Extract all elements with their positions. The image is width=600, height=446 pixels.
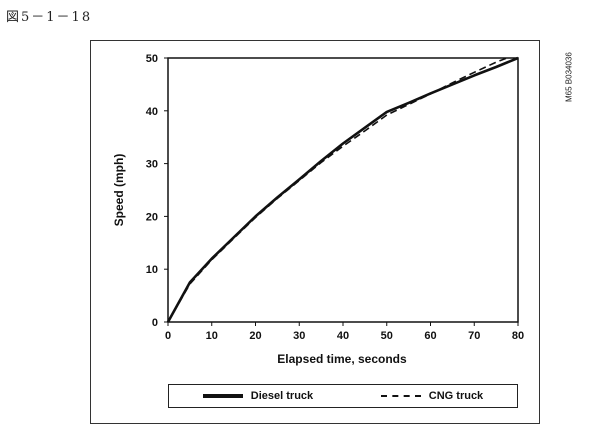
plot-area-border <box>167 57 519 323</box>
legend-swatch-dashed <box>380 395 421 397</box>
x-tick-label: 20 <box>249 330 261 342</box>
x-tick-label: 10 <box>206 330 218 342</box>
x-tick-label: 50 <box>381 330 393 342</box>
x-axis-label: Elapsed time, seconds <box>277 352 407 366</box>
legend-item-diesel: Diesel truck <box>202 390 314 402</box>
x-tick-label: 70 <box>468 330 480 342</box>
x-tick-label: 60 <box>424 330 436 342</box>
x-tick-label: 80 <box>512 330 524 342</box>
legend: Diesel truck CNG truck <box>168 384 518 408</box>
x-tick-label: 40 <box>337 330 349 342</box>
series-line-cng <box>167 57 508 323</box>
legend-item-cng: CNG truck <box>380 390 484 402</box>
y-tick-label: 0 <box>152 317 158 329</box>
legend-label-cng: CNG truck <box>428 390 484 402</box>
y-axis-label: Speed (mph) <box>112 154 126 227</box>
tick-labels: 0 10 20 30 40 50 60 70 80 0 10 20 30 40 50 <box>146 53 524 342</box>
figure-label: 図5－1－18 <box>6 10 93 25</box>
series-lines <box>166 56 519 323</box>
x-tick-label: 0 <box>165 330 171 342</box>
axes <box>164 57 519 326</box>
y-tick-label: 20 <box>146 211 158 223</box>
y-tick-label: 50 <box>146 53 158 65</box>
y-tick-label: 40 <box>146 106 158 118</box>
legend-swatch-solid <box>202 394 243 398</box>
series-line-diesel <box>166 56 519 323</box>
y-tick-label: 30 <box>146 159 158 171</box>
x-tick-label: 30 <box>293 330 305 342</box>
legend-label-diesel: Diesel truck <box>250 390 314 402</box>
figure-frame <box>90 40 540 424</box>
y-tick-label: 10 <box>146 264 158 276</box>
